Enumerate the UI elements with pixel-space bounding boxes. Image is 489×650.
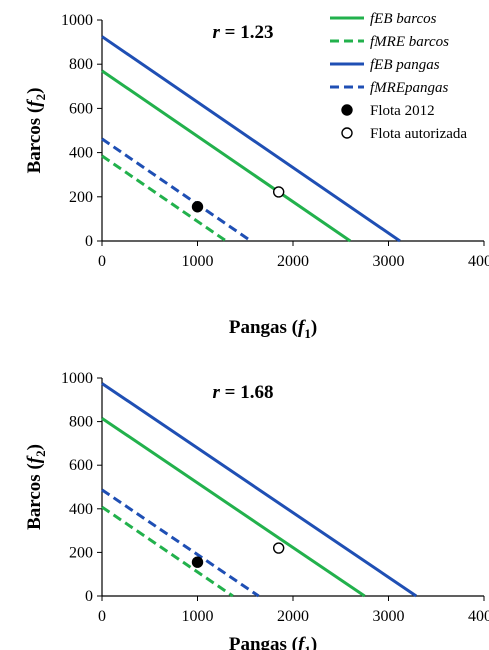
point-flota-2012	[191, 201, 204, 213]
r-value: = 1.68	[220, 382, 274, 403]
x-tick-label: 0	[98, 608, 106, 625]
series-line-fmrepangas	[101, 488, 260, 598]
y-tick-label: 200	[69, 544, 93, 561]
y-tick-label: 1000	[61, 12, 93, 29]
x-tick-label: 4000	[468, 253, 489, 270]
y-tick-label: 1000	[61, 370, 93, 387]
x-tick-label: 1000	[182, 253, 214, 270]
y-tick-label: 800	[69, 414, 93, 431]
y-tick-label: 600	[69, 100, 93, 117]
y-tick-label: 400	[69, 501, 93, 518]
series-line-feb-pangas	[101, 382, 418, 598]
y-tick-label: 600	[69, 457, 93, 474]
legend: fEB barcos fMRE barcos fEB pangas fMREpanga…	[330, 11, 467, 142]
point-flota-autorizada	[272, 186, 285, 198]
chart-1: 0 200 400 600 800 1000 0 1000 2000 3000 4000 r = 1.…	[24, 11, 489, 341]
x-tick-label: 3000	[373, 608, 405, 625]
x-tick-label: 2000	[277, 608, 309, 625]
legend-marker-flota-2012	[341, 104, 353, 116]
x-tick-label: 0	[98, 253, 106, 270]
x-tick-label: 2000	[277, 253, 309, 270]
y-tick-label: 0	[85, 233, 93, 250]
legend-label-fmrepangas: fMREpangas	[370, 80, 448, 96]
y-tick-label: 200	[69, 189, 93, 206]
y-axis-label: Barcos (f2)	[24, 444, 48, 530]
legend-label-flota-2012: Flota 2012	[370, 103, 435, 119]
legend-label-feb-barcos: fEB barcos	[370, 11, 437, 27]
legend-label-fmre-barcos: fMRE barcos	[370, 34, 449, 50]
x-axis-label: Pangas (f1)	[229, 317, 317, 341]
point-flota-2012	[191, 556, 204, 568]
r-value: = 1.23	[220, 22, 274, 43]
series-line-fmrepangas	[101, 137, 252, 243]
series-line-feb-barcos	[101, 69, 352, 243]
x-tick-label: 3000	[373, 253, 405, 270]
series-line-fmre-barcos	[101, 505, 234, 598]
y-tick-label: 800	[69, 56, 93, 73]
series-line-feb-barcos	[101, 417, 366, 598]
r-annotation: r = 1.23	[213, 22, 274, 43]
r-symbol: r	[213, 382, 221, 403]
r-annotation: r = 1.68	[213, 382, 274, 403]
legend-marker-flota-autorizada	[341, 127, 353, 139]
point-flota-autorizada	[272, 542, 285, 554]
y-tick-label: 0	[85, 588, 93, 605]
series-line-feb-pangas	[101, 35, 401, 243]
chart-2: 0 200 400 600 800 1000 0 1000 2000 3000 4000 r = 1.…	[24, 370, 489, 650]
r-symbol: r	[213, 22, 221, 43]
legend-label-feb-pangas: fEB pangas	[370, 57, 440, 73]
legend-label-flota-autorizada: Flota autorizada	[370, 126, 467, 142]
x-axis-label: Pangas (f1)	[229, 634, 317, 650]
y-tick-label: 400	[69, 145, 93, 162]
x-tick-label: 1000	[182, 608, 214, 625]
series-line-fmre-barcos	[101, 154, 227, 243]
x-tick-label: 4000	[468, 608, 489, 625]
y-axis-label: Barcos (f2)	[24, 88, 48, 174]
